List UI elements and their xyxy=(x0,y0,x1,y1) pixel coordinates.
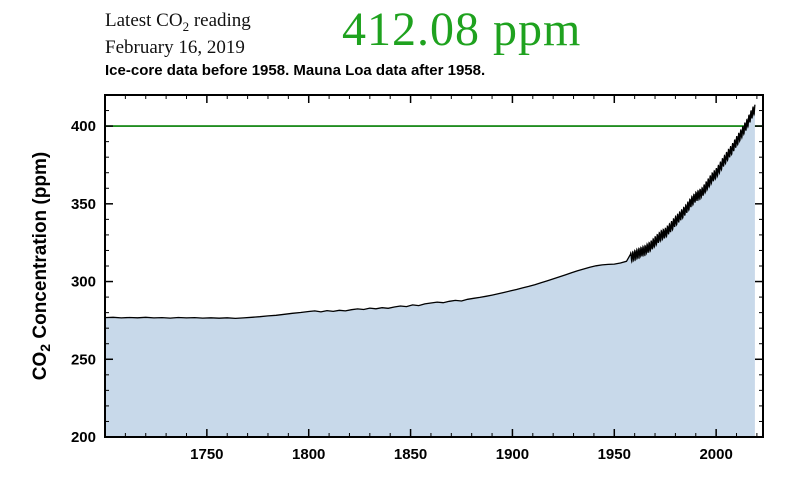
x-tick-label: 2000 xyxy=(699,446,732,463)
x-tick-label: 1800 xyxy=(292,446,325,463)
latest-reading-label: Latest CO2 reading February 16, 2019 xyxy=(105,8,251,61)
latest-label-subscript: 2 xyxy=(182,18,190,34)
current-co2-value: 412.08 ppm xyxy=(342,3,582,56)
latest-reading-date: February 16, 2019 xyxy=(105,37,245,59)
latest-label-suffix: reading xyxy=(189,10,251,31)
y-axis-title: CO2 Concentration (ppm) xyxy=(30,152,53,380)
y-tick-label: 300 xyxy=(71,274,96,291)
latest-label-prefix: Latest CO xyxy=(105,10,183,31)
y-tick-label: 400 xyxy=(71,118,96,135)
co2-chart: 1750 1800 1850 1900 1950 2000 200 250 300 350 400 C… xyxy=(30,94,764,463)
x-tick-label: 1900 xyxy=(496,446,529,463)
y-tick-labels: 200 250 300 350 400 xyxy=(71,118,96,446)
y-tick-label: 200 xyxy=(71,429,96,446)
x-tick-label: 1950 xyxy=(598,446,631,463)
co2-area-fill xyxy=(105,104,755,437)
chart-subtitle: Ice-core data before 1958. Mauna Loa dat… xyxy=(105,62,486,79)
x-tick-label: 1750 xyxy=(190,446,223,463)
axis-ticks xyxy=(104,95,763,438)
x-tick-labels: 1750 1800 1850 1900 1950 2000 xyxy=(190,446,733,463)
y-tick-label: 350 xyxy=(71,196,96,213)
y-tick-label: 250 xyxy=(71,351,96,368)
x-tick-label: 1850 xyxy=(394,446,427,463)
co2-line xyxy=(104,104,756,320)
